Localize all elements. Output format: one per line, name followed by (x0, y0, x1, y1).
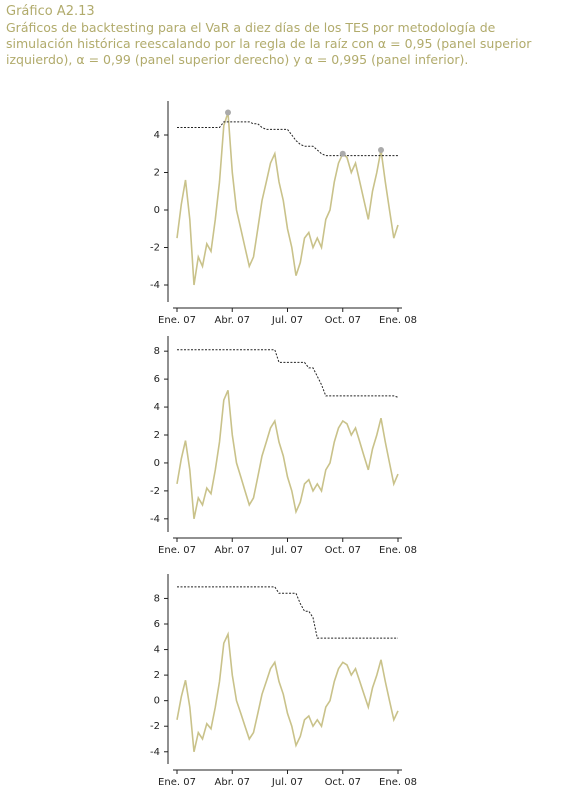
header: Gráfico A2.13 Gráficos de backtesting pa… (6, 4, 566, 68)
x-tick-label: Jul. 07 (271, 777, 303, 788)
var-line (177, 586, 398, 639)
title: Gráfico A2.13 (6, 4, 95, 19)
y-tick-label: 8 (154, 346, 160, 357)
y-tick-label: 6 (154, 374, 160, 385)
y-tick-label: 4 (154, 402, 160, 413)
return-line (176, 631, 399, 752)
y-tick-label: 0 (154, 205, 160, 216)
x-tick-label: Ene. 08 (379, 315, 417, 326)
x-tick-label: Ene. 07 (158, 315, 196, 326)
y-tick-label: 2 (154, 430, 160, 441)
x-tick-label: Abr. 07 (215, 315, 250, 326)
var-line (177, 121, 398, 157)
x-tick-label: Ene. 08 (379, 777, 417, 788)
exceedance-point (378, 147, 384, 153)
x-tick-label: Oct. 07 (325, 315, 361, 326)
y-tick-label: -2 (150, 486, 160, 497)
x-tick-label: Ene. 08 (379, 545, 417, 556)
y-tick-label: 2 (154, 168, 160, 179)
var-line (177, 349, 399, 398)
x-tick-label: Jul. 07 (271, 545, 303, 556)
return-line (176, 112, 399, 286)
x-tick-label: Oct. 07 (325, 777, 361, 788)
y-tick-label: 6 (154, 619, 160, 630)
x-tick-label: Jul. 07 (271, 315, 303, 326)
return-line (176, 389, 399, 519)
y-tick-label: -4 (150, 280, 160, 291)
y-tick-label: 0 (154, 696, 160, 707)
x-tick-label: Oct. 07 (325, 545, 361, 556)
exceedance-point (225, 109, 231, 116)
y-tick-label: -4 (150, 514, 160, 525)
y-tick-label: 8 (154, 593, 160, 604)
x-tick-label: Ene. 07 (158, 777, 196, 788)
exceedance-point (339, 150, 346, 157)
x-tick-label: Abr. 07 (215, 777, 250, 788)
x-tick-label: Ene. 07 (158, 545, 196, 556)
x-tick-label: Abr. 07 (215, 545, 250, 556)
y-tick-label: 4 (154, 645, 160, 656)
y-tick-label: 0 (154, 458, 160, 469)
y-tick-label: 2 (154, 670, 160, 681)
y-tick-label: -2 (150, 721, 160, 732)
y-tick-label: 4 (154, 130, 160, 141)
subtitle: Gráficos de backtesting para el VaR a di… (6, 20, 532, 67)
y-tick-label: -4 (150, 747, 160, 758)
y-tick-label: -2 (150, 243, 160, 254)
